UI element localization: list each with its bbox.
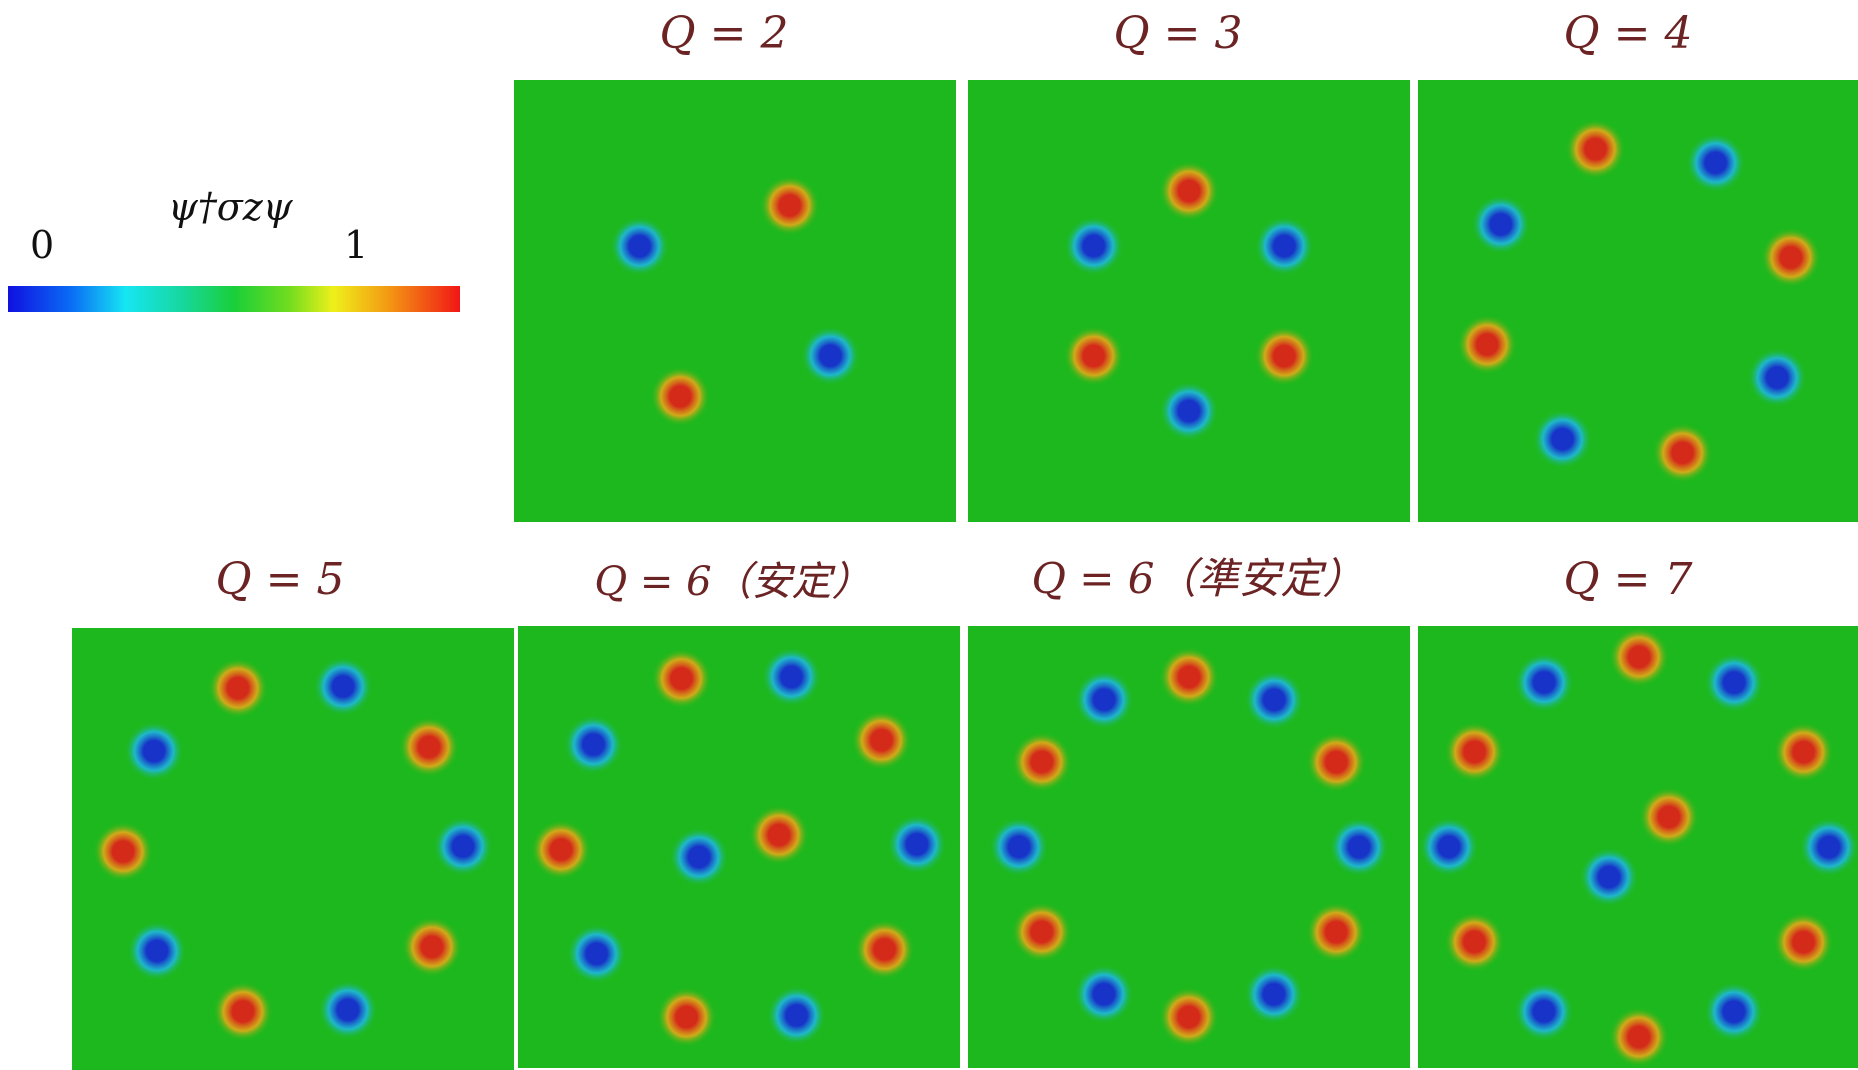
panel-q3-plot	[1063, 161, 1315, 441]
high-spot-2	[1306, 732, 1367, 793]
low-spot-3	[1158, 380, 1219, 441]
colorbar-title: ψ†σzψ	[168, 185, 293, 229]
high-spot-8	[1444, 911, 1505, 972]
high-spot-0	[651, 648, 712, 709]
panel-q6-metastable	[968, 626, 1410, 1068]
high-spot-8	[93, 821, 154, 882]
colorbar-min-label: 0	[30, 223, 55, 267]
low-spot-5	[317, 979, 378, 1040]
low-spot-3	[1329, 817, 1389, 878]
low-spot-1	[1685, 132, 1746, 193]
panel-title-q5: Q = 5	[215, 554, 345, 605]
low-spot-5	[1532, 409, 1593, 470]
high-spot-4	[854, 919, 915, 980]
high-spot-2	[399, 717, 460, 778]
low-spot-7	[126, 920, 187, 981]
high-spot-10	[1444, 721, 1505, 782]
high-spot-11	[749, 805, 809, 865]
colorbar	[8, 286, 460, 312]
low-spot-5	[1703, 981, 1764, 1042]
low-spot-3	[609, 216, 670, 277]
low-spot-7	[566, 923, 627, 984]
low-spot-1	[1244, 669, 1305, 730]
low-spot-7	[1470, 194, 1531, 255]
high-spot-0	[759, 175, 820, 236]
panel-q7-plot	[1419, 627, 1858, 1067]
low-spot-9	[989, 816, 1049, 877]
low-spot-9	[123, 721, 184, 782]
low-spot-3	[886, 814, 947, 875]
panel-q5-plot	[93, 656, 493, 1042]
low-spot-11	[1514, 652, 1575, 713]
high-spot-2	[650, 366, 711, 427]
high-spot-8	[531, 819, 592, 880]
low-spot-5	[1063, 215, 1124, 276]
high-spot-2	[1760, 227, 1821, 288]
panel-q2-plot	[609, 175, 861, 427]
high-spot-0	[1565, 119, 1626, 180]
panel-q4-plot	[1457, 119, 1821, 483]
panel-title-q6-stable: Q = 6（安定）	[594, 559, 872, 605]
low-spot-5	[1243, 964, 1304, 1025]
panel-q7	[1418, 626, 1858, 1068]
low-spot-3	[1799, 817, 1858, 878]
high-spot-8	[1011, 901, 1072, 962]
high-spot-10	[1011, 731, 1072, 792]
high-spot-4	[1652, 422, 1713, 483]
panel-title-q7: Q = 7	[1563, 554, 1693, 605]
low-spot-7	[1513, 981, 1574, 1042]
panel-q4	[1418, 80, 1858, 522]
panel-q3	[968, 80, 1410, 522]
low-spot-9	[563, 714, 624, 775]
low-spot-1	[313, 656, 374, 717]
low-spot-10	[669, 827, 729, 887]
panel-q5	[72, 628, 514, 1070]
high-spot-2	[851, 710, 912, 771]
panel-q6-stable	[518, 626, 960, 1068]
high-spot-0	[208, 658, 269, 719]
low-spot-11	[1074, 669, 1135, 730]
low-spot-3	[432, 816, 493, 877]
high-spot-6	[1457, 314, 1518, 375]
high-spot-0	[1609, 627, 1670, 688]
high-spot-4	[1063, 325, 1124, 386]
panel-title-q4: Q = 4	[1563, 8, 1693, 59]
high-spot-6	[1158, 986, 1219, 1047]
panel-title-q6-metastable: Q = 6（準安定）	[1031, 554, 1365, 603]
colorbar-max-label: 1	[344, 223, 369, 267]
panel-q6-stable-plot	[531, 646, 947, 1048]
panel-title-q2: Q = 2	[659, 8, 789, 59]
panel-title-q3: Q = 3	[1113, 8, 1243, 59]
high-spot-2	[1773, 722, 1834, 783]
high-spot-6	[656, 987, 717, 1048]
high-spot-0	[1159, 647, 1220, 708]
high-spot-13	[1639, 787, 1699, 847]
low-spot-1	[1704, 652, 1765, 713]
high-spot-4	[402, 916, 463, 977]
low-spot-9	[1419, 816, 1479, 877]
high-spot-6	[212, 981, 273, 1042]
low-spot-12	[1579, 847, 1639, 907]
high-spot-4	[1306, 902, 1367, 963]
high-spot-0	[1159, 161, 1220, 222]
low-spot-7	[1073, 964, 1134, 1025]
low-spot-1	[800, 325, 861, 386]
high-spot-6	[1608, 1006, 1669, 1067]
panel-q6-metastable-plot	[989, 647, 1389, 1047]
high-spot-2	[1254, 326, 1315, 387]
low-spot-5	[766, 985, 827, 1046]
low-spot-1	[1254, 216, 1315, 277]
high-spot-4	[1773, 912, 1834, 973]
low-spot-3	[1747, 347, 1808, 408]
panel-q2	[514, 80, 956, 522]
low-spot-1	[761, 646, 822, 707]
